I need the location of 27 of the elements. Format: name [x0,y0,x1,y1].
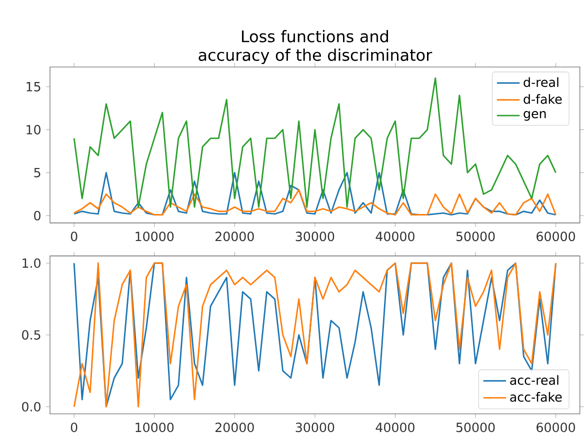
x-tick-label: 20000 [215,422,254,432]
legend-label: acc-fake [510,392,562,402]
legend-label: gen [524,111,546,121]
y-tick-label: 0.0 [22,402,40,412]
y-tick-label: 15 [26,82,40,92]
x-tick-label: 40000 [376,422,414,432]
legend-label: d-fake [524,94,562,104]
x-tick-label: 50000 [456,232,495,242]
chart-title: Loss functions and accuracy of the discriminator [198,30,432,64]
x-tick-label: 50000 [456,422,495,432]
x-tick-label: 0 [70,422,78,432]
y-tick-label: 5 [34,168,40,178]
legend-label: acc-real [510,375,558,385]
y-tick-label: 10 [26,124,40,135]
x-tick-label: 60000 [536,232,576,242]
x-tick-label: 20000 [215,232,254,242]
x-tick-label: 10000 [136,232,174,242]
x-tick-label: 30000 [296,232,334,242]
x-tick-label: 10000 [136,422,174,432]
x-tick-label: 30000 [296,422,334,432]
x-tick-label: 40000 [376,232,414,242]
legend-label: d-real [524,77,558,88]
x-tick-label: 60000 [536,422,576,432]
y-tick-label: 1.0 [22,258,40,268]
y-tick-label: 0 [34,210,40,220]
y-tick-label: 0.5 [22,330,40,340]
x-tick-label: 0 [70,232,78,242]
